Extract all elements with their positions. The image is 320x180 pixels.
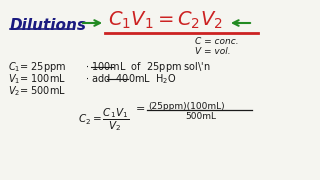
- Text: $V_2$= 500mL: $V_2$= 500mL: [8, 84, 66, 98]
- Text: $V_1$= 100mL: $V_1$= 100mL: [8, 72, 66, 86]
- Text: $C_2 = \dfrac{C_1 V_1}{V_2}$: $C_2 = \dfrac{C_1 V_1}{V_2}$: [78, 106, 129, 133]
- Text: $C_1V_1 = C_2V_2$: $C_1V_1 = C_2V_2$: [108, 10, 223, 31]
- Text: $\cdot$ 100mL  of  25ppm sol\'n: $\cdot$ 100mL of 25ppm sol\'n: [85, 60, 211, 74]
- Text: (25ppm)(100mL): (25ppm)(100mL): [148, 102, 225, 111]
- Text: Dilutions: Dilutions: [10, 18, 87, 33]
- Text: 500mL: 500mL: [185, 112, 216, 121]
- Text: $C_1$= 25ppm: $C_1$= 25ppm: [8, 60, 66, 74]
- Text: C = conc.: C = conc.: [195, 37, 239, 46]
- Text: V = vol.: V = vol.: [195, 47, 231, 56]
- Text: =: =: [136, 104, 145, 114]
- Text: $\cdot$ add  400mL  H$_2$O: $\cdot$ add 400mL H$_2$O: [85, 72, 177, 86]
